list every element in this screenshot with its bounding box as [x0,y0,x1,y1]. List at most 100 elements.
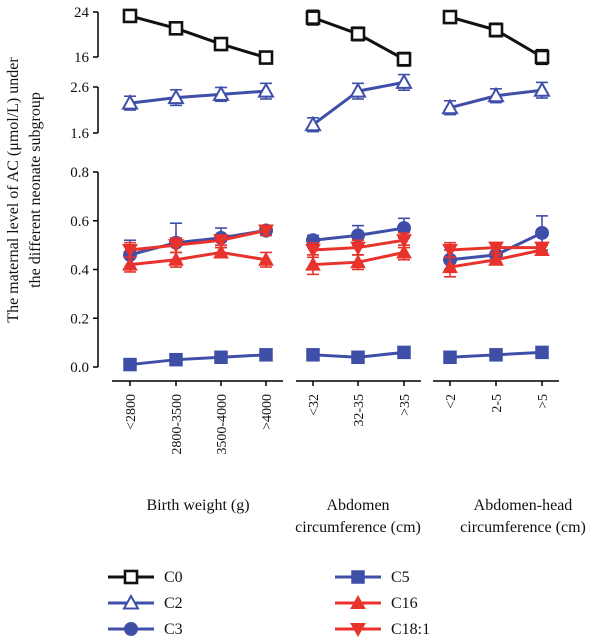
y-tick-label-0-4: 0.4 [70,263,89,279]
group-label-2-line-1: Abdomen [326,497,389,514]
category-labels: <2800 2800-3500 3500-4000 >4000 <32 32-35 >35 <… [124,394,551,455]
legend: C0 C2 C3 C5 C16 C18:1 [108,569,430,638]
data-point-c0 [396,51,412,67]
category-label-35: >35 [398,394,413,416]
legend-marker-c3 [124,622,138,636]
category-label-3500-4000: 3500-4000 [215,394,230,455]
legend-label-c18-1: C18:1 [391,621,430,638]
legend-item-c18-1: C18:1 [335,621,430,638]
data-point-c5 [443,350,457,364]
series-c2 [121,73,551,133]
legend-label-c2: C2 [164,595,183,612]
data-point-c18-1 [442,244,458,259]
data-point-c16 [122,256,138,271]
data-point-c18-1 [168,239,184,254]
category-label-32-35: 32-35 [352,394,367,427]
y-tick-labels: 24 16 2.6 1.6 0.8 0.6 0.4 0.2 0.0 [70,5,89,376]
data-point-c0 [350,26,366,42]
data-point-c0 [258,50,274,65]
category-label-2-5: 2-5 [490,394,505,413]
series-line-c2 [129,89,267,105]
data-point-c0 [122,8,138,24]
data-point-c16 [305,256,321,271]
series-line-c5 [129,353,267,367]
category-label-2800: <2800 [124,394,139,430]
series-line-c18-1 [129,229,267,252]
plot-area [121,8,551,372]
legend-item-c16: C16 [335,594,418,612]
data-point-c5 [535,345,549,360]
data-point-c5 [397,345,411,360]
data-point-c16 [488,251,504,266]
legend-item-c3: C3 [108,621,183,638]
legend-label-c5: C5 [391,569,410,586]
data-point-c2 [304,115,322,132]
series-line-c0 [129,14,267,59]
data-point-c5 [351,350,365,364]
y-tick-label-2-6: 2.6 [70,80,89,96]
data-point-c5 [489,348,503,362]
series-c0 [122,8,550,67]
y-tick-label-16: 16 [74,50,90,66]
data-point-c16 [168,251,184,266]
data-point-c5 [169,352,183,367]
data-point-c18-1 [258,224,274,239]
data-point-c0 [442,9,458,25]
group-label-2-line-2: circumference (cm) [295,519,421,536]
data-point-c2 [441,98,459,115]
y-tick-label-1-6: 1.6 [70,126,89,142]
group-label-1-line-1: Birth weight (g) [146,497,249,514]
legend-item-c5: C5 [335,569,410,586]
data-point-c5 [123,357,137,372]
data-point-c2 [257,82,275,98]
data-point-c3 [535,225,549,240]
data-point-c18-1 [305,244,321,259]
y-tick-label-24: 24 [74,5,90,21]
data-point-c2 [533,81,551,97]
legend-label-c3: C3 [164,621,183,638]
y-axis-label: The maternal level of AC (μmol/L) under t… [5,57,44,323]
data-point-c2 [167,88,185,105]
data-point-c18-1 [488,241,504,256]
category-label-2: <2 [444,394,459,409]
data-point-c5 [259,348,273,362]
data-point-c5 [306,348,320,362]
data-point-c2 [121,94,139,110]
category-label-2800-3500: 2800-3500 [170,394,185,455]
data-point-c0 [534,49,550,65]
y-tick-label-0-2: 0.2 [70,311,89,327]
series-c18-1 [122,224,550,259]
chart-axes [93,11,559,386]
data-point-c2 [487,86,505,103]
legend-marker-c18-1 [350,623,366,638]
category-label-4000: >4000 [260,394,275,430]
y-tick-label-0-8: 0.8 [70,165,89,181]
legend-item-c2: C2 [108,593,183,612]
data-point-c0 [488,22,504,38]
data-point-c0 [213,36,229,52]
y-tick-label-0-0: 0.0 [70,360,89,376]
legend-marker-c2 [122,593,140,610]
series-c5 [123,345,549,372]
data-point-c0 [305,10,321,25]
data-point-c18-1 [350,241,366,256]
group-label-3-line-2: circumference (cm) [460,519,586,536]
data-point-c2 [349,82,367,98]
y-axis-label-line-2: the different neonate subgroup [27,92,44,288]
y-axis-label-line-1: The maternal level of AC (μmol/L) under [5,57,22,323]
legend-label-c16: C16 [391,595,418,612]
data-point-c18-1 [534,241,550,256]
series-line-c16 [129,250,267,267]
legend-marker-c5 [351,570,365,584]
data-point-c16 [213,244,229,259]
data-point-c16 [350,254,366,269]
legend-marker-c16 [350,594,366,609]
data-point-c16 [396,244,412,259]
data-point-c18-1 [122,244,138,259]
legend-item-c0: C0 [108,569,183,586]
data-point-c5 [214,350,228,364]
data-point-c18-1 [396,234,412,249]
data-point-c16 [442,259,458,274]
category-label-32: <32 [307,394,322,416]
